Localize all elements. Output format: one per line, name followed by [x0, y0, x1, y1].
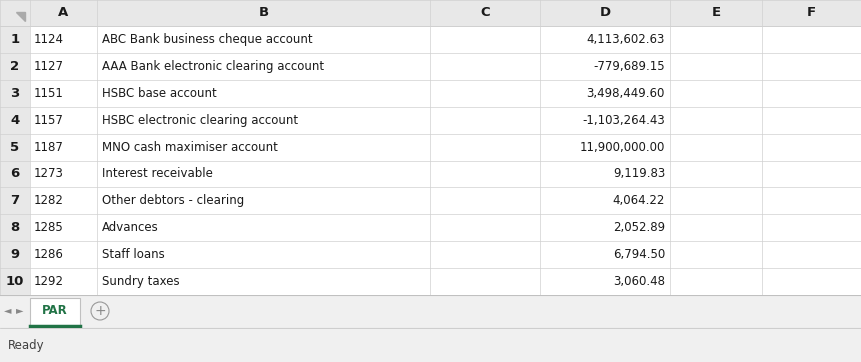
Bar	[0, 53, 30, 80]
Bar	[0, 0, 861, 26]
Text: C: C	[480, 7, 490, 20]
Text: 6,794.50: 6,794.50	[613, 248, 665, 261]
Text: 2,052.89: 2,052.89	[613, 221, 665, 234]
Polygon shape	[16, 12, 25, 21]
Bar	[30, 298, 80, 326]
Bar	[0, 0, 30, 26]
Bar	[0, 134, 30, 160]
Bar	[0, 241, 30, 268]
Text: 1124: 1124	[34, 33, 64, 46]
Text: 11,900,000.00: 11,900,000.00	[579, 140, 665, 153]
Text: 1151: 1151	[34, 87, 64, 100]
Text: 10: 10	[6, 275, 24, 288]
Bar	[0, 26, 30, 53]
Text: 4: 4	[10, 114, 20, 127]
Text: MNO cash maximiser account: MNO cash maximiser account	[102, 140, 278, 153]
Bar	[0, 107, 30, 134]
Text: PAR: PAR	[42, 304, 68, 317]
Circle shape	[91, 302, 109, 320]
Text: ◄: ◄	[4, 305, 12, 315]
Text: 2: 2	[10, 60, 20, 73]
Text: A: A	[59, 7, 69, 20]
Text: 5: 5	[10, 140, 20, 153]
Text: Interest receivable: Interest receivable	[102, 168, 213, 180]
Text: 3,060.48: 3,060.48	[613, 275, 665, 288]
Bar	[0, 268, 30, 295]
Bar	[0, 160, 30, 188]
Text: 1282: 1282	[34, 194, 64, 207]
Text: HSBC base account: HSBC base account	[102, 87, 217, 100]
Bar	[0, 80, 30, 107]
Text: ►: ►	[16, 305, 24, 315]
Text: HSBC electronic clearing account: HSBC electronic clearing account	[102, 114, 298, 127]
Text: 1127: 1127	[34, 60, 64, 73]
Text: 7: 7	[10, 194, 20, 207]
Text: -779,689.15: -779,689.15	[593, 60, 665, 73]
Text: B: B	[258, 7, 269, 20]
Bar	[0, 188, 30, 214]
Text: 1292: 1292	[34, 275, 64, 288]
Text: 3: 3	[10, 87, 20, 100]
Text: ABC Bank business cheque account: ABC Bank business cheque account	[102, 33, 313, 46]
Text: 1273: 1273	[34, 168, 64, 180]
Text: 9: 9	[10, 248, 20, 261]
Text: Staff loans: Staff loans	[102, 248, 164, 261]
Text: 8: 8	[10, 221, 20, 234]
Text: -1,103,264.43: -1,103,264.43	[582, 114, 665, 127]
Text: 1187: 1187	[34, 140, 64, 153]
Text: AAA Bank electronic clearing account: AAA Bank electronic clearing account	[102, 60, 324, 73]
Text: 4,113,602.63: 4,113,602.63	[586, 33, 665, 46]
Text: Ready: Ready	[8, 338, 45, 352]
Text: 6: 6	[10, 168, 20, 180]
Bar	[0, 214, 30, 241]
Text: 1: 1	[10, 33, 20, 46]
Text: E: E	[711, 7, 721, 20]
Text: Advances: Advances	[102, 221, 158, 234]
Text: 4,064.22: 4,064.22	[613, 194, 665, 207]
Text: D: D	[599, 7, 610, 20]
Text: 1286: 1286	[34, 248, 64, 261]
Text: 3,498,449.60: 3,498,449.60	[586, 87, 665, 100]
Text: 1157: 1157	[34, 114, 64, 127]
Text: Sundry taxes: Sundry taxes	[102, 275, 180, 288]
Text: 1285: 1285	[34, 221, 64, 234]
Text: F: F	[807, 7, 816, 20]
Text: +: +	[94, 304, 106, 318]
Text: 9,119.83: 9,119.83	[613, 168, 665, 180]
Text: Other debtors - clearing: Other debtors - clearing	[102, 194, 245, 207]
